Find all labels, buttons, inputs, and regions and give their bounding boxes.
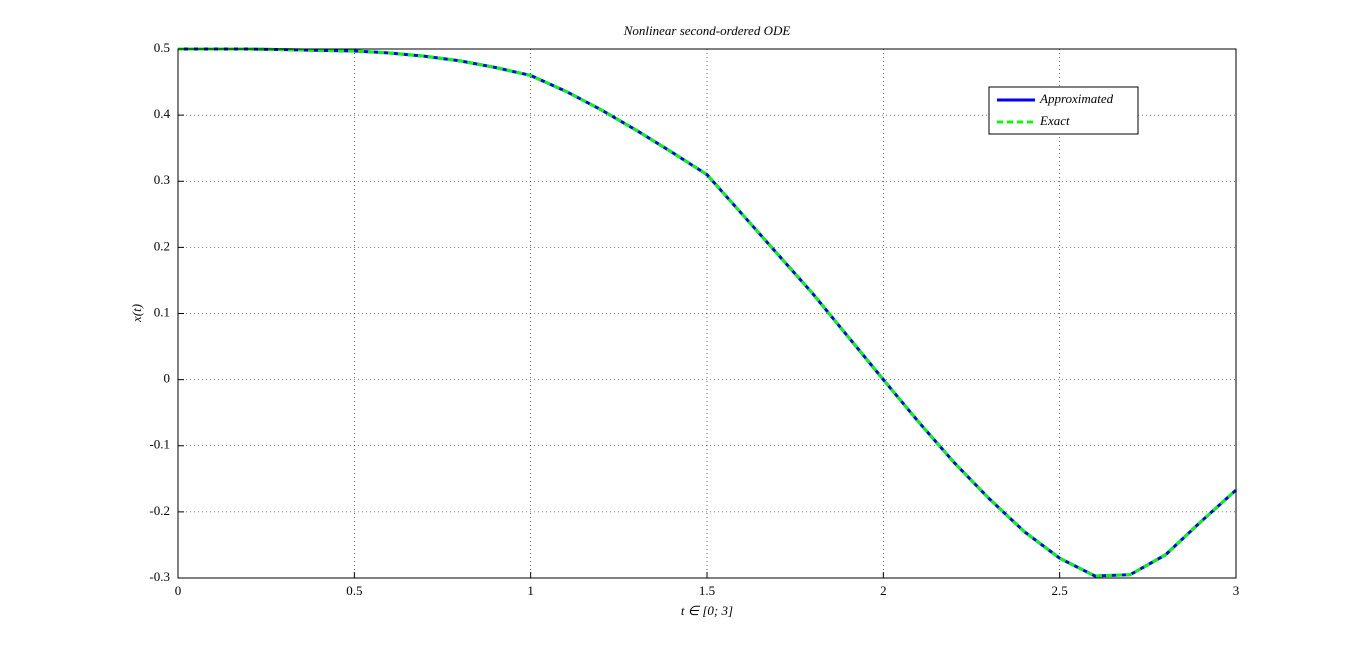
y-tick-label: 0.1 <box>154 304 170 319</box>
data-line <box>178 47 1238 578</box>
y-tick-label: 0.5 <box>154 40 170 55</box>
y-tick-label: 0.2 <box>154 238 170 253</box>
chart-title: Nonlinear second-ordered ODE <box>623 23 791 38</box>
x-tick-label: 2 <box>880 583 887 598</box>
legend: Approximated Exact <box>988 86 1139 135</box>
axes-box <box>177 48 1237 579</box>
y-tick-label: -0.3 <box>149 569 170 584</box>
x-tick-label: 1 <box>527 583 534 598</box>
x-tick-label: 0 <box>175 583 182 598</box>
x-tick-label: 1.5 <box>699 583 715 598</box>
x-tick-label: 0.5 <box>346 583 362 598</box>
y-tick-label: -0.2 <box>149 503 170 518</box>
y-tick-label: 0 <box>164 371 171 386</box>
x-axis-label: t ∈ [0; 3] <box>681 603 733 618</box>
x-tick-label: 2.5 <box>1052 583 1068 598</box>
y-tick-label: -0.1 <box>149 437 170 452</box>
legend-label: Exact <box>1039 113 1070 128</box>
legend-box <box>988 86 1139 135</box>
y-axis-label: x(t) <box>129 304 144 323</box>
y-tick-label: 0.3 <box>154 172 170 187</box>
legend-label: Approximated <box>1039 91 1114 106</box>
x-tick-label: 3 <box>1233 583 1240 598</box>
lines <box>178 47 1238 578</box>
y-tick-label: 0.4 <box>154 106 171 121</box>
